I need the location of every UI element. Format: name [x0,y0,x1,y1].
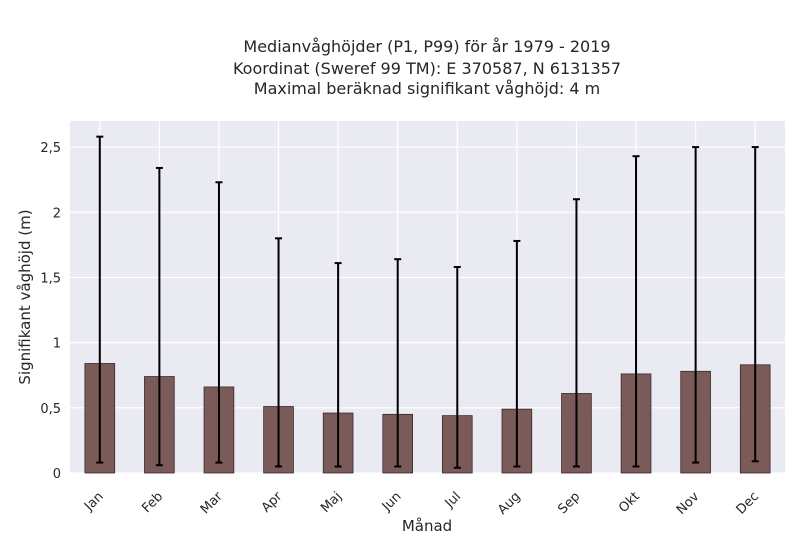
x-tick-label: Sep [555,489,583,517]
x-tick-label: Mar [198,489,226,517]
y-tick-label: 2 [53,206,61,221]
y-tick-label: 0 [53,467,61,482]
x-tick-label: Apr [259,489,286,516]
y-gridlines [70,146,785,474]
y-tick-label: 0,5 [40,402,61,417]
x-tick-label: Aug [495,489,524,518]
chart-title-line-2: Koordinat (Sweref 99 TM): E 370587, N 61… [233,59,621,78]
plot-area [70,121,785,473]
y-tick-label: 1 [53,337,61,352]
x-tick-label: Nov [674,489,703,518]
x-tick-label: Jun [379,489,405,515]
x-tick-label: Dec [734,489,762,517]
x-axis-label: Månad [402,517,452,535]
y-tick-label: 2,5 [40,141,61,156]
x-tick-label: Jan [81,489,106,514]
x-tick-labels: Jan Feb Mar Apr Maj Jun Jul Aug Sep Okt Nov Dec [81,489,762,518]
y-tick-labels: 0 0,5 1 1,5 2 2,5 [40,141,61,482]
x-tick-label: Okt [616,489,643,516]
y-axis-label: Signifikant våghöjd (m) [16,209,34,384]
x-tick-label: Feb [139,489,166,516]
y-tick-label: 1,5 [40,271,61,286]
chart-title-line-3: Maximal beräknad signifikant våghöjd: 4 … [254,79,600,98]
chart-title-line-1: Medianvåghöjder (P1, P99) för år 1979 - … [243,37,610,56]
x-tick-label: Maj [318,489,345,516]
error-bars [96,135,759,469]
x-tick-label: Jul [442,489,464,511]
